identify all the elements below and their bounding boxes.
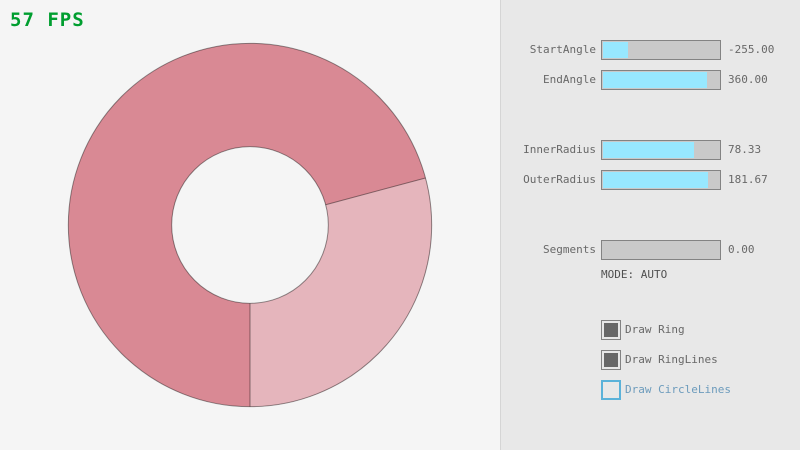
slider-value: -255.00 — [728, 43, 775, 56]
slider-row-segments: Segments 0.00 — [501, 240, 800, 260]
slider-label: EndAngle — [543, 73, 596, 86]
innerradius-slider[interactable] — [601, 140, 721, 160]
checkmark-fill — [604, 323, 618, 337]
slider-label: Segments — [543, 243, 596, 256]
controls-panel: StartAngle -255.00 EndAngle 360.00 Inner… — [500, 0, 800, 450]
slider-label: OuterRadius — [523, 173, 596, 186]
checkbox-label: Draw CircleLines — [625, 383, 731, 396]
checkbox-row-draw-ring: Draw Ring — [501, 320, 800, 340]
slider-value: 78.33 — [728, 143, 762, 156]
checkbox-label: Draw Ring — [625, 323, 685, 336]
outerradius-slider[interactable] — [601, 170, 721, 190]
slider-row-innerradius: InnerRadius 78.33 — [501, 140, 800, 160]
checkbox-row-draw-circlelines: Draw CircleLines — [501, 380, 800, 400]
slider-fill — [603, 42, 628, 58]
ring-hole — [171, 146, 329, 304]
checkbox-label: Draw RingLines — [625, 353, 718, 366]
slider-label: InnerRadius — [523, 143, 596, 156]
slider-value: 0.00 — [728, 243, 755, 256]
slider-row-outerradius: OuterRadius 181.67 — [501, 170, 800, 190]
draw-ringlines-checkbox[interactable] — [601, 350, 621, 370]
ring-inner-outline — [171, 146, 329, 304]
slider-fill — [603, 72, 707, 88]
segments-mode-text: MODE: AUTO — [601, 268, 668, 281]
slider-value: 181.67 — [728, 173, 768, 186]
slider-value: 360.00 — [728, 73, 768, 86]
checkmark-fill — [604, 353, 618, 367]
checkbox-row-draw-ringlines: Draw RingLines — [501, 350, 800, 370]
slider-row-startangle: StartAngle -255.00 — [501, 40, 800, 60]
draw-circlelines-checkbox[interactable] — [601, 380, 621, 400]
endangle-slider[interactable] — [601, 70, 721, 90]
slider-fill — [603, 172, 708, 188]
startangle-slider[interactable] — [601, 40, 721, 60]
ring-outer-outline — [67, 42, 433, 408]
slider-fill — [603, 142, 694, 158]
segments-slider[interactable] — [601, 240, 721, 260]
ring-endcap-line — [325, 177, 426, 206]
slider-row-endangle: EndAngle 360.00 — [501, 70, 800, 90]
slider-label: StartAngle — [529, 43, 596, 56]
fps-counter: 57 FPS — [10, 9, 85, 31]
draw-ring-checkbox[interactable] — [601, 320, 621, 340]
